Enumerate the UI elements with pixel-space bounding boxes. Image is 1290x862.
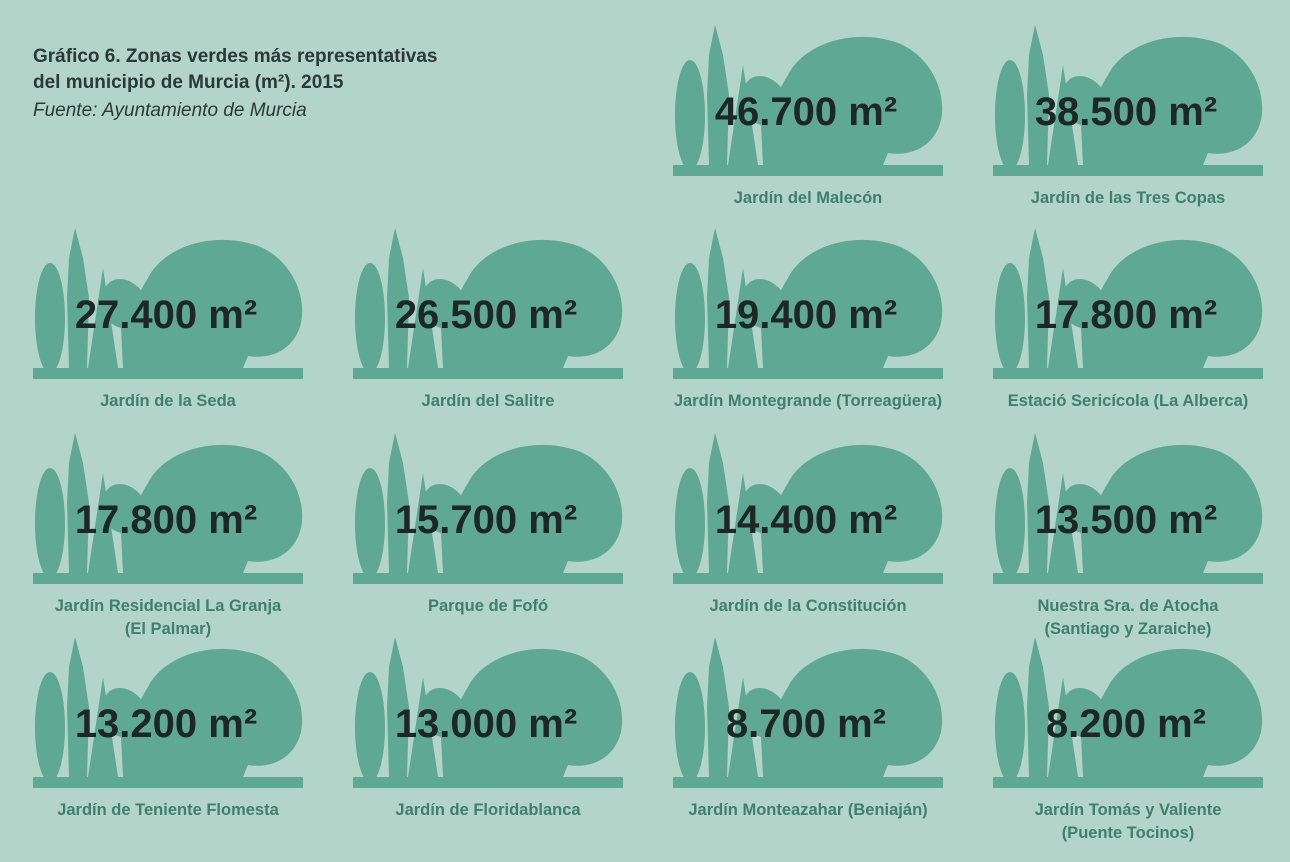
- value: 13.500 m²: [1035, 498, 1217, 542]
- value: 8.700 m²: [726, 702, 886, 746]
- value: 13.000 m²: [395, 702, 577, 746]
- value-number: 46.700: [715, 90, 848, 134]
- value: 17.800 m²: [75, 498, 257, 542]
- item-name: Jardín de Teniente Flomesta: [57, 801, 279, 819]
- value-unit: m²: [208, 293, 257, 337]
- value-number: 13.000: [395, 702, 528, 746]
- item-name: Jardín Tomás y Valiente: [1035, 801, 1222, 819]
- value-number: 13.500: [1035, 498, 1168, 542]
- value-number: 14.400: [715, 498, 848, 542]
- item-name: Jardín del Malecón: [734, 189, 883, 207]
- value-unit: m²: [208, 702, 257, 746]
- value: 17.800 m²: [1035, 293, 1217, 337]
- item-name: Estació Sericícola (La Alberca): [1008, 392, 1249, 410]
- value: 15.700 m²: [395, 498, 577, 542]
- item-name: (Santiago y Zaraiche): [1045, 620, 1212, 638]
- value-number: 15.700: [395, 498, 528, 542]
- infographic: Gráfico 6. Zonas verdes más representati…: [0, 0, 1290, 862]
- value-number: 27.400: [75, 293, 208, 337]
- item-name: Nuestra Sra. de Atocha: [1038, 597, 1220, 615]
- value-unit: m²: [528, 293, 577, 337]
- value-unit: m²: [848, 498, 897, 542]
- item-name: (Puente Tocinos): [1062, 824, 1195, 842]
- value-number: 17.800: [1035, 293, 1168, 337]
- source: Fuente: Ayuntamiento de Murcia: [33, 100, 307, 121]
- value-unit: m²: [848, 293, 897, 337]
- value: 27.400 m²: [75, 293, 257, 337]
- page: Gráfico 6. Zonas verdes más representati…: [0, 0, 1290, 862]
- item-name: (El Palmar): [125, 620, 211, 638]
- value-unit: m²: [1168, 293, 1217, 337]
- item: 17.800 m² Jardín Residencial La Granja (El…: [33, 433, 303, 638]
- item-name: Jardín Residencial La Granja: [55, 597, 282, 615]
- item-name: Jardín de la Seda: [100, 392, 237, 410]
- value-unit: m²: [208, 498, 257, 542]
- title-line: del municipio de Murcia (m²). 2015: [33, 72, 344, 93]
- value-number: 26.500: [395, 293, 528, 337]
- item-name: Jardín del Salitre: [422, 392, 555, 410]
- value: 14.400 m²: [715, 498, 897, 542]
- title-line: Gráfico 6. Zonas verdes más representati…: [33, 46, 437, 67]
- value-unit: m²: [528, 498, 577, 542]
- value: 26.500 m²: [395, 293, 577, 337]
- value-unit: m²: [837, 702, 886, 746]
- value-unit: m²: [1168, 498, 1217, 542]
- item-name: Jardín de Floridablanca: [395, 801, 581, 819]
- value: 38.500 m²: [1035, 90, 1217, 134]
- value: 46.700 m²: [715, 90, 897, 134]
- value-unit: m²: [1168, 90, 1217, 134]
- item-name: Jardín Monteazahar (Beniaján): [688, 801, 927, 819]
- value: 8.200 m²: [1046, 702, 1206, 746]
- value: 13.200 m²: [75, 702, 257, 746]
- item-name: Jardín de las Tres Copas: [1031, 189, 1225, 207]
- item-name: Jardín Montegrande (Torreagüera): [674, 392, 942, 410]
- value-number: 13.200: [75, 702, 208, 746]
- value-number: 17.800: [75, 498, 208, 542]
- value-number: 19.400: [715, 293, 848, 337]
- value-unit: m²: [528, 702, 577, 746]
- item-name: Parque de Fofó: [428, 597, 548, 615]
- item-name: Jardín de la Constitución: [709, 597, 906, 615]
- value: 19.400 m²: [715, 293, 897, 337]
- value-number: 8.700: [726, 702, 837, 746]
- value-unit: m²: [1157, 702, 1206, 746]
- value-number: 38.500: [1035, 90, 1168, 134]
- value-number: 8.200: [1046, 702, 1157, 746]
- value-unit: m²: [848, 90, 897, 134]
